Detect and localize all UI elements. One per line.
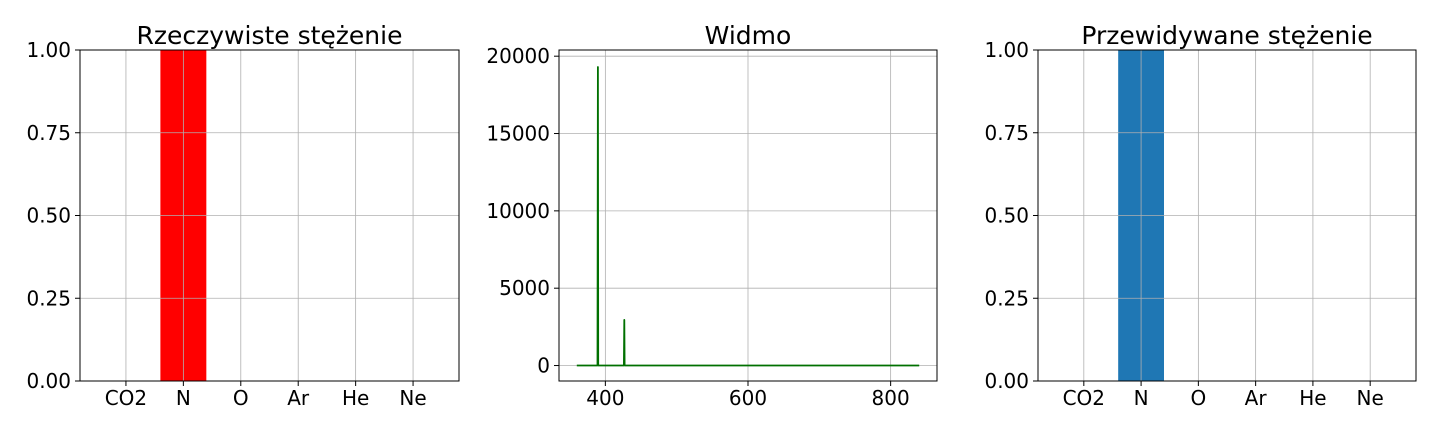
x-tick-label: Ne [399, 386, 426, 410]
y-tick-label: 0.50 [26, 204, 71, 228]
y-tick-label: 0.00 [984, 369, 1029, 393]
x-tick-label: 800 [872, 386, 910, 410]
y-tick-label: 15000 [486, 122, 550, 146]
spectrum-line [576, 66, 920, 367]
x-tick-label: N [1134, 386, 1149, 410]
y-tick-label: 1.00 [984, 38, 1029, 62]
chart-title: Przewidywane stężenie [1081, 21, 1372, 50]
x-tick-label: N [176, 386, 191, 410]
chart-real-concentration: Rzeczywiste stężenie CO2 N O Ar He Ne 0.00 0.25 0… [26, 21, 460, 410]
x-tick-label: O [1190, 386, 1206, 410]
x-tick-label: He [342, 386, 369, 410]
x-tick-label: Ar [1245, 386, 1268, 410]
y-tick-label: 10000 [486, 199, 550, 223]
x-tick-label: CO2 [1063, 386, 1105, 410]
x-tick-label: 600 [729, 386, 767, 410]
y-tick-label: 0.25 [984, 286, 1029, 310]
x-tick-label: Ne [1357, 386, 1384, 410]
y-tick-label: 0.25 [26, 286, 71, 310]
x-tick-label: 400 [586, 386, 624, 410]
y-tick-label: 0.75 [26, 121, 71, 145]
x-tick-label: O [233, 386, 249, 410]
y-tick-label: 20000 [486, 44, 550, 68]
y-tick-label: 0.00 [26, 369, 71, 393]
chart-spectrum: Widmo 400 600 800 0 5000 10000 15000 20000 [486, 21, 938, 410]
y-tick-label: 0.75 [984, 121, 1029, 145]
y-tick-label: 0 [537, 354, 550, 378]
chart-title: Widmo [705, 21, 792, 50]
axes-frame [558, 49, 938, 382]
chart-predicted-concentration: Przewidywane stężenie CO2 N O Ar He Ne 0.00 0.25… [984, 21, 1417, 410]
chart-title: Rzeczywiste stężenie [137, 21, 403, 50]
axes-frame [79, 49, 460, 382]
y-tick-label: 1.00 [26, 38, 71, 62]
x-tick-label: He [1299, 386, 1326, 410]
y-tick-label: 0.50 [984, 204, 1029, 228]
x-tick-label: Ar [287, 386, 310, 410]
axes-frame [1037, 49, 1417, 382]
x-tick-label: CO2 [105, 386, 147, 410]
y-tick-label: 5000 [499, 276, 550, 300]
